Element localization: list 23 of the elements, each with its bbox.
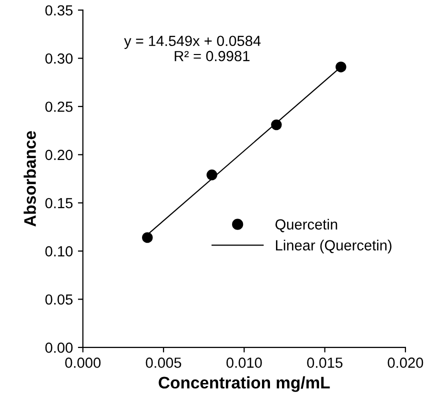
point <box>336 62 346 72</box>
annotation: y = 14.549x + 0.0584 <box>124 36 261 49</box>
legend-label: Quercetin <box>275 218 338 232</box>
x-axis-title: Concentration mg/mL <box>158 376 330 392</box>
x-tick-label: 0.010 <box>226 358 262 368</box>
point <box>271 119 282 130</box>
x-tick-label: 0.020 <box>388 358 424 368</box>
legend-label: Linear (Quercetin) <box>276 240 392 254</box>
y-tick-label: 0.05 <box>45 294 73 305</box>
x-tick-label: 0.015 <box>307 358 342 368</box>
y-tick-label: 0.25 <box>45 102 73 112</box>
point <box>206 170 218 180</box>
point <box>142 232 153 243</box>
y-tick-label: 0.15 <box>45 198 73 208</box>
x-tick-label: 0.005 <box>146 358 182 368</box>
y-tick-label: 0.35 <box>45 5 73 16</box>
y-tick-label: 0.20 <box>45 150 73 160</box>
annotation: R² = 0.9981 <box>174 50 250 62</box>
x-tick-label: 0.000 <box>65 358 101 368</box>
y-tick-label: 0.00 <box>45 342 73 353</box>
y-axis-title: Absorbance <box>24 131 36 227</box>
y-tick-label: 0.30 <box>45 53 73 64</box>
y-tick-label: 0.10 <box>45 246 73 256</box>
